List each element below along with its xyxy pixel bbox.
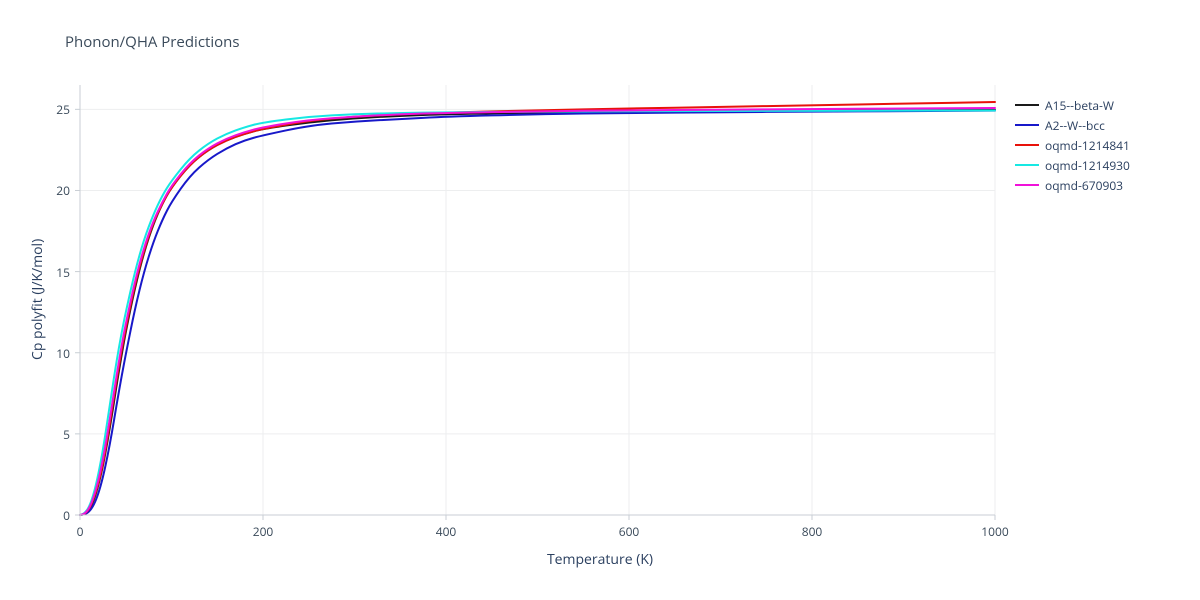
legend-item[interactable]: A15--beta-W (1015, 95, 1130, 115)
x-tick-label: 200 (248, 523, 278, 540)
y-axis-label: Cp polyfit (J/K/mol) (28, 239, 47, 360)
legend-label: A2--W--bcc (1045, 117, 1105, 134)
x-tick-label: 0 (65, 523, 95, 540)
legend-label: oqmd-670903 (1045, 177, 1123, 194)
legend-swatch (1015, 184, 1039, 186)
x-tick-label: 800 (797, 523, 827, 540)
legend-swatch (1015, 104, 1039, 106)
legend-swatch (1015, 124, 1039, 126)
x-tick-label: 400 (431, 523, 461, 540)
legend-label: oqmd-1214930 (1045, 157, 1130, 174)
y-tick-label: 10 (56, 345, 70, 362)
y-tick-label: 5 (63, 426, 70, 443)
y-tick-label: 0 (63, 507, 70, 524)
chart-container: Phonon/QHA Predictions Temperature (K) C… (0, 0, 1200, 600)
y-tick-label: 15 (56, 264, 70, 281)
legend-label: oqmd-1214841 (1045, 137, 1130, 154)
y-tick-label: 20 (56, 182, 70, 199)
legend-item[interactable]: oqmd-1214841 (1015, 135, 1130, 155)
plot-area (0, 0, 1200, 600)
legend: A15--beta-W A2--W--bcc oqmd-1214841 oqmd-12… (1015, 95, 1130, 195)
legend-item[interactable]: A2--W--bcc (1015, 115, 1130, 135)
legend-item[interactable]: oqmd-670903 (1015, 175, 1130, 195)
legend-label: A15--beta-W (1045, 97, 1114, 114)
legend-swatch (1015, 164, 1039, 166)
x-tick-label: 600 (614, 523, 644, 540)
x-tick-label: 1000 (980, 523, 1010, 540)
y-tick-label: 25 (56, 101, 70, 118)
x-axis-label: Temperature (K) (0, 550, 1200, 569)
legend-swatch (1015, 144, 1039, 146)
legend-item[interactable]: oqmd-1214930 (1015, 155, 1130, 175)
